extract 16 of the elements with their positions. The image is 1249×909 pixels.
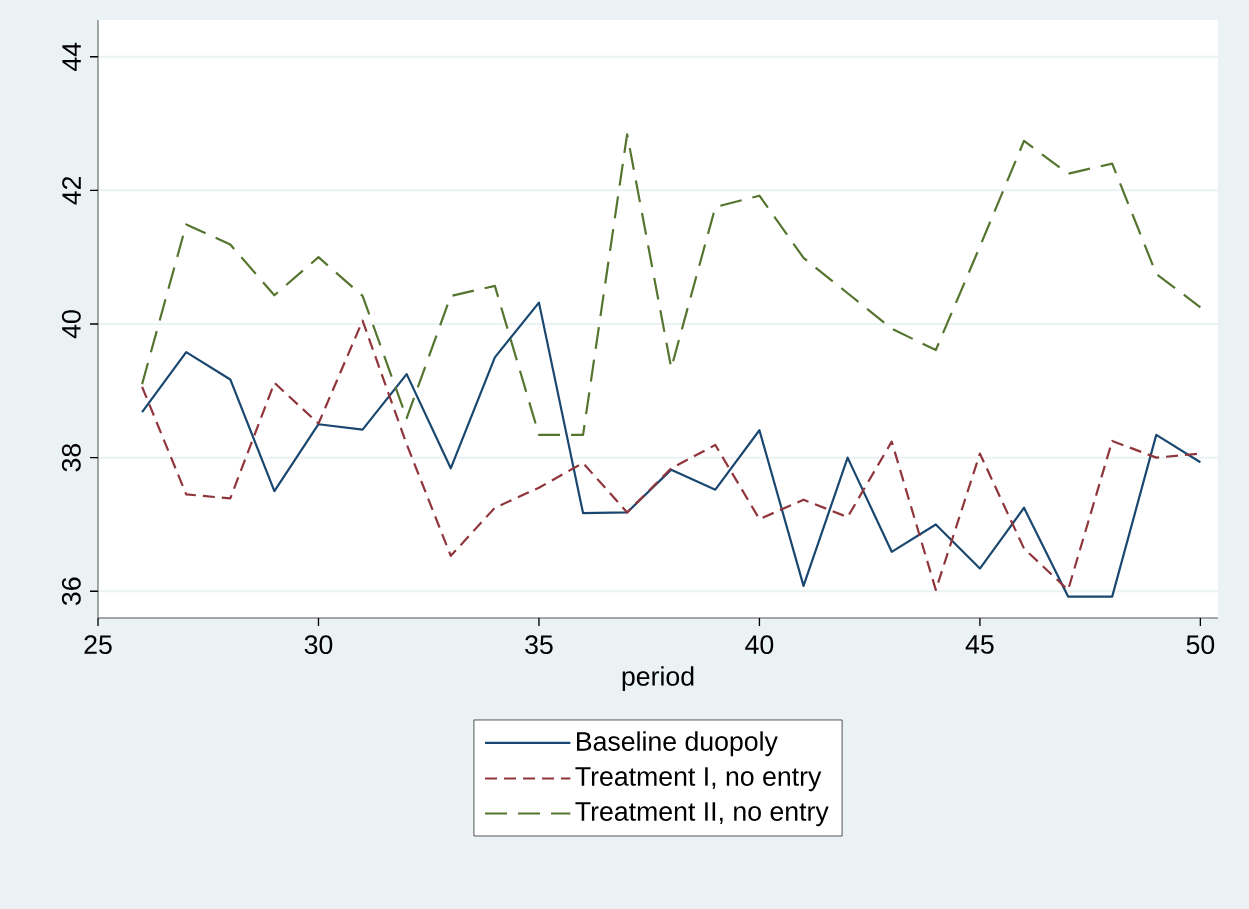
y-tick-label: 38	[61, 443, 81, 472]
line-series	[141, 133, 1202, 437]
x-tick-label: 35	[525, 635, 553, 655]
y-tick-label: 42	[62, 176, 81, 205]
y-tick-label: 40	[61, 310, 81, 339]
legend-label: Treatment I, no entry	[575, 767, 822, 792]
x-axis-title: period	[622, 666, 694, 692]
legend-label: Baseline duopoly	[577, 731, 778, 757]
x-tick-label: 50	[1186, 635, 1215, 655]
x-tick-label: 25	[84, 635, 112, 655]
x-tick-label: 40	[745, 635, 774, 655]
x-tick-label: 30	[304, 635, 333, 655]
y-tick-label: 44	[62, 42, 81, 71]
x-tick-label: 45	[965, 635, 994, 654]
y-tick-label: 36	[61, 577, 81, 606]
legend-label: Treatment II, no entry	[575, 802, 829, 827]
